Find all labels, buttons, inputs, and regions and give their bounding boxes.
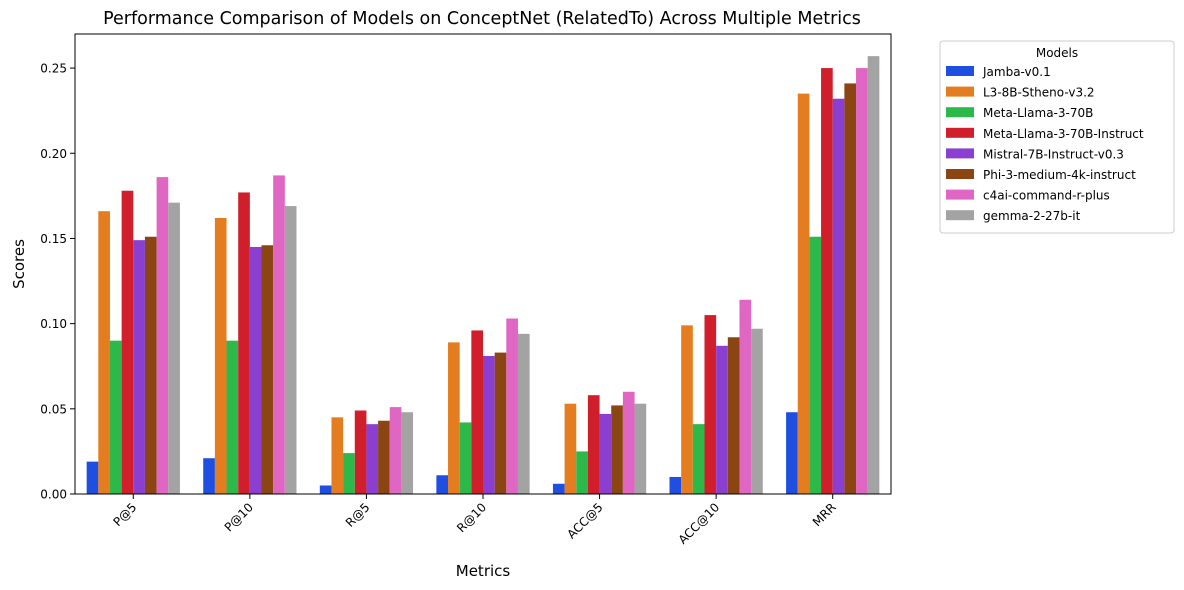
bars-group	[86, 56, 880, 495]
bar	[692, 424, 705, 494]
bar	[331, 417, 344, 494]
bar	[343, 453, 355, 494]
y-tick-label: 0.05	[40, 402, 67, 416]
legend-swatch	[946, 169, 974, 179]
bar	[634, 403, 647, 494]
chart-title: Performance Comparison of Models on Conc…	[103, 9, 861, 29]
legend-items: Jamba-v0.1 L3-8B-Stheno-v3.2 Meta-Llama-3-…	[946, 65, 1144, 223]
bar	[144, 236, 157, 495]
legend-label: L3-8B-Stheno-v3.2	[983, 86, 1095, 100]
bar	[599, 413, 612, 494]
bar	[214, 218, 227, 494]
bar	[867, 56, 880, 495]
bar	[109, 340, 122, 494]
bar	[564, 403, 577, 494]
legend-swatch	[946, 107, 974, 118]
bar	[797, 93, 810, 494]
x-tick-label: MRR	[810, 500, 839, 529]
bar	[669, 476, 682, 494]
x-tick-label: R@10	[454, 500, 489, 535]
y-tick-label: 0.25	[40, 62, 67, 76]
legend-label: Phi-3-medium-4k-instruct	[983, 168, 1136, 182]
legend-box	[939, 40, 1175, 234]
bar	[249, 246, 262, 494]
y-axis: 0.00 0.05 0.10 0.15 0.20 0.25	[40, 62, 75, 502]
bar	[471, 330, 483, 494]
x-axis: P@5 P@10 R@5 R@10 ACC@5 ACC@10 MRR	[111, 494, 839, 547]
legend-label: Meta-Llama-3-70B-Instruct	[983, 127, 1144, 141]
x-tick-label: ACC@5	[564, 500, 605, 541]
bar	[517, 333, 530, 494]
bar	[98, 211, 110, 494]
legend: Models Jamba-v0.1 L3-8B-Stheno-v3.2 Meta-L…	[939, 40, 1175, 234]
bar	[121, 190, 134, 495]
bar	[704, 315, 717, 494]
bar	[378, 420, 390, 494]
bar	[552, 483, 565, 494]
bar	[622, 391, 635, 494]
bar	[133, 240, 145, 494]
y-axis-label: Scores	[10, 239, 28, 289]
bar	[238, 192, 250, 494]
bar	[739, 299, 752, 494]
bar	[366, 424, 379, 494]
bar	[261, 245, 274, 494]
bar	[716, 345, 728, 494]
bar	[168, 202, 180, 495]
y-tick-label: 0.00	[40, 488, 67, 502]
bar	[809, 236, 822, 495]
x-tick-label: R@5	[343, 500, 373, 530]
bar	[844, 83, 857, 494]
y-tick-label: 0.20	[40, 147, 67, 161]
legend-label: Mistral-7B-Instruct-v0.3	[983, 147, 1124, 161]
legend-label: Jamba-v0.1	[982, 65, 1051, 79]
x-tick-label: P@10	[222, 500, 256, 534]
legend-swatch	[946, 66, 974, 76]
bar	[284, 206, 297, 494]
bar	[727, 337, 740, 494]
bar	[436, 475, 449, 494]
y-tick-label: 0.15	[40, 232, 67, 246]
x-axis-label: Metrics	[456, 562, 511, 580]
bar	[354, 410, 367, 494]
bar	[611, 405, 623, 494]
x-tick-label: ACC@10	[676, 500, 723, 547]
legend-label: Meta-Llama-3-70B	[983, 106, 1093, 120]
bar	[821, 68, 833, 494]
bar	[156, 177, 169, 495]
legend-label: gemma-2-27b-it	[983, 209, 1081, 223]
bar	[448, 342, 460, 494]
bar	[226, 340, 239, 494]
legend-swatch	[946, 189, 974, 200]
bar	[832, 98, 845, 495]
legend-swatch	[946, 148, 974, 159]
bar	[483, 356, 495, 494]
bar	[401, 412, 414, 494]
bar	[203, 458, 215, 494]
bar	[856, 68, 868, 494]
legend-title: Models	[1036, 46, 1078, 60]
bar	[576, 451, 588, 494]
bar	[273, 175, 285, 494]
legend-swatch	[946, 127, 974, 138]
bar	[494, 352, 507, 494]
bar	[681, 325, 693, 494]
bar	[786, 412, 798, 494]
bar	[86, 461, 99, 494]
bar	[389, 407, 402, 494]
legend-swatch	[946, 86, 974, 97]
bar	[587, 395, 600, 494]
legend-label: c4ai-command-r-plus	[983, 189, 1110, 203]
x-tick-label: P@5	[111, 500, 140, 529]
y-tick-label: 0.10	[40, 317, 67, 331]
legend-swatch	[946, 210, 974, 221]
bar	[506, 318, 518, 494]
bar	[751, 328, 763, 494]
bar	[459, 422, 472, 494]
bar	[319, 485, 332, 494]
